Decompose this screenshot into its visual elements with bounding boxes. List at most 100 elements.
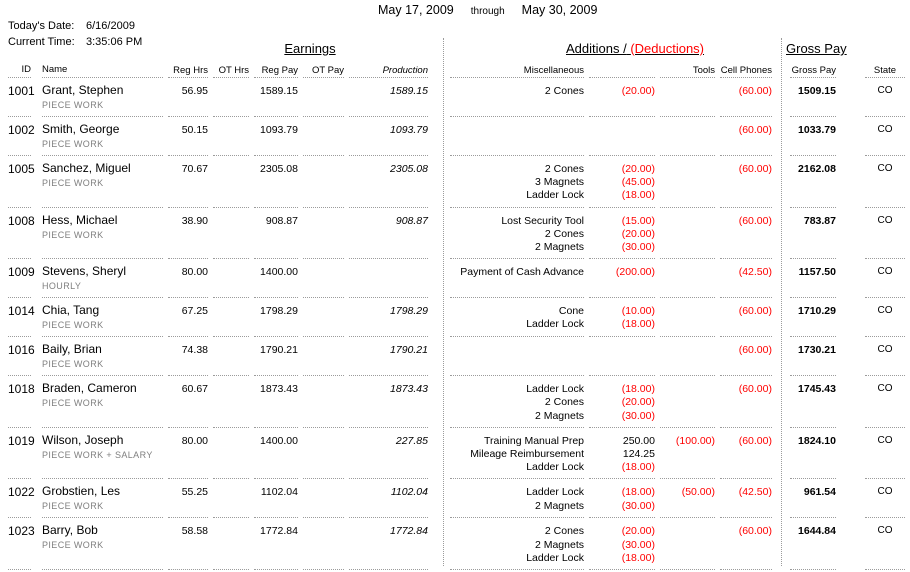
state-value: CO — [865, 298, 905, 338]
spacer — [777, 78, 790, 117]
reg-pay-value: 1093.79 — [254, 117, 298, 156]
employee-id: 1009 — [8, 259, 35, 299]
misc-amounts: (15.00) (20.00) (30.00) — [589, 208, 655, 260]
misc-item-amount: (45.00) — [621, 176, 655, 189]
employee-row: 1019 Wilson, Joseph PIECE WORK + SALARY 80.… — [0, 428, 910, 480]
column-header-state: State — [865, 60, 905, 78]
ot-pay-value — [303, 376, 344, 428]
employee-row: 1001 Grant, Stephen PIECE WORK 56.95 1589.15… — [0, 78, 910, 117]
misc-item-label: Payment of Cash Advance — [460, 266, 584, 279]
employee-id: 1005 — [8, 156, 35, 208]
employee-row: 1009 Stevens, Sheryl HOURLY 80.00 1400.00 Pay… — [0, 259, 910, 299]
gross-pay-value: 2162.08 — [790, 156, 836, 208]
spacer — [433, 208, 450, 260]
misc-labels: 2 Cones 2 Magnets Ladder Lock — [450, 518, 584, 571]
employee-id: 1014 — [8, 298, 35, 338]
spacer — [433, 259, 450, 298]
spacer — [433, 78, 450, 117]
employee-name-block: Grobstien, Les PIECE WORK — [42, 479, 163, 519]
employee-name-block: Hess, Michael PIECE WORK — [42, 208, 163, 260]
cell-phones-deduction-value: (42.50) — [720, 259, 772, 299]
misc-item-label: 3 Magnets — [534, 176, 584, 189]
misc-item-amount: (18.00) — [621, 551, 655, 564]
misc-amounts: (20.00) — [589, 78, 655, 117]
employee-name: Smith, George — [42, 122, 120, 136]
state-value: CO — [865, 259, 905, 299]
state-value: CO — [865, 337, 905, 377]
misc-amounts: (20.00) (45.00) (18.00) — [589, 156, 655, 208]
misc-labels: Lost Security Tool 2 Cones 2 Magnets — [450, 208, 584, 260]
misc-amounts: (18.00) (30.00) — [589, 479, 655, 519]
production-value: 1589.15 — [349, 78, 428, 117]
gross-pay-value: 1644.84 — [790, 518, 836, 571]
spacer — [777, 479, 790, 518]
column-header-name: Name — [42, 60, 163, 78]
production-value: 2305.08 — [349, 156, 428, 208]
ot-pay-value — [303, 428, 344, 480]
ot-hrs-value — [213, 518, 249, 571]
ot-pay-value — [303, 208, 344, 260]
tools-deduction-value — [660, 518, 715, 571]
reg-pay-value: 1798.29 — [254, 298, 298, 338]
gross-pay-value: 1710.29 — [790, 298, 836, 338]
spacer — [777, 428, 790, 480]
employee-name: Stevens, Sheryl — [42, 264, 127, 279]
period-through-label: through — [470, 6, 505, 17]
ot-hrs-value — [213, 376, 249, 428]
gross-pay-value: 1824.10 — [790, 428, 836, 480]
employee-name: Grant, Stephen — [42, 83, 124, 97]
todays-date-value: 6/16/2009 — [86, 20, 135, 32]
pay-type-label: PIECE WORK — [42, 139, 104, 149]
gross-pay-value: 783.87 — [790, 208, 836, 260]
misc-item-label: 2 Magnets — [534, 241, 584, 254]
employee-name-block: Chia, Tang PIECE WORK — [42, 298, 163, 338]
misc-item-amount: (18.00) — [621, 318, 655, 331]
employee-row: 1008 Hess, Michael PIECE WORK 38.90 908.87 90… — [0, 208, 910, 260]
misc-labels: Cone Ladder Lock — [450, 298, 584, 338]
employee-name-block: Wilson, Joseph PIECE WORK + SALARY — [42, 428, 163, 480]
period-start-date: May 17, 2009 — [378, 3, 454, 17]
reg-hrs-value: 80.00 — [168, 259, 208, 299]
ot-hrs-value — [213, 259, 249, 299]
todays-date-label: Today's Date: — [8, 20, 75, 32]
production-value: 1093.79 — [349, 117, 428, 156]
employee-id: 1018 — [8, 376, 35, 428]
employee-name: Braden, Cameron — [42, 381, 137, 396]
employee-row: 1002 Smith, George PIECE WORK 50.15 1093.79 1… — [0, 117, 910, 156]
spacer — [433, 60, 450, 78]
spacer — [777, 298, 790, 337]
misc-item-amount: (30.00) — [621, 499, 655, 512]
misc-item-label: Ladder Lock — [526, 486, 584, 499]
pay-type-label: PIECE WORK — [42, 178, 104, 188]
ot-pay-value — [303, 156, 344, 208]
misc-item-amount: (15.00) — [621, 214, 655, 227]
deductions-label: (Deductions) — [630, 41, 705, 56]
spacer — [433, 337, 450, 376]
production-value: 1873.43 — [349, 376, 428, 428]
cell-phones-deduction-value: (60.00) — [720, 117, 772, 156]
employee-row: 1022 Grobstien, Les PIECE WORK 55.25 1102.04… — [0, 479, 910, 519]
reg-hrs-value: 74.38 — [168, 337, 208, 377]
misc-amounts: 250.00 124.25 (18.00) — [589, 428, 655, 480]
misc-amounts: (10.00) (18.00) — [589, 298, 655, 338]
employee-name: Barry, Bob — [42, 523, 98, 538]
pay-type-label: PIECE WORK — [42, 229, 104, 240]
employee-id: 1022 — [8, 479, 35, 519]
spacer — [433, 298, 450, 337]
misc-labels: 2 Cones — [450, 78, 584, 117]
production-value: 1798.29 — [349, 298, 428, 338]
reg-pay-value: 1400.00 — [254, 428, 298, 480]
employee-row: 1018 Braden, Cameron PIECE WORK 60.67 1873.4… — [0, 376, 910, 428]
tools-deduction-value — [660, 337, 715, 377]
tools-deduction-value — [660, 259, 715, 299]
reg-pay-value: 2305.08 — [254, 156, 298, 208]
reg-hrs-value: 58.58 — [168, 518, 208, 571]
spacer — [777, 259, 790, 298]
cell-phones-deduction-value: (60.00) — [720, 208, 772, 260]
reg-pay-value: 1873.43 — [254, 376, 298, 428]
misc-labels: Ladder Lock 2 Cones 2 Magnets — [450, 376, 584, 428]
misc-item-label: Ladder Lock — [526, 383, 584, 396]
gross-pay-value: 1509.15 — [790, 78, 836, 117]
misc-item-label: 2 Magnets — [534, 409, 584, 422]
column-header-cell-phones: Cell Phones — [720, 60, 772, 78]
